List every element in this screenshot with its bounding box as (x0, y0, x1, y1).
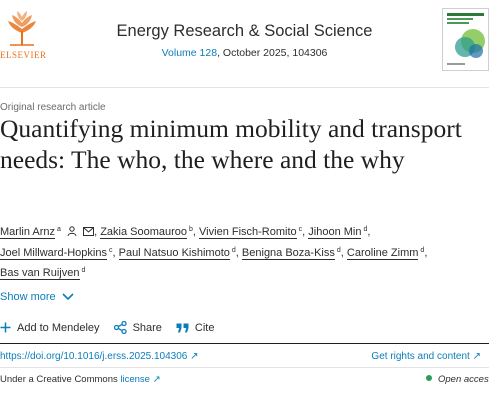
license-link[interactable]: license ↗ (120, 374, 161, 385)
author-list: Marlin Arnz a , Zakia Soomauroo b, Vivien … (0, 226, 428, 280)
actions-divider (0, 343, 489, 344)
author-affiliation: b (189, 226, 193, 233)
author-link[interactable]: Jihoon Min (308, 226, 362, 239)
share-icon (113, 321, 127, 334)
author-affiliation: c (108, 246, 113, 254)
get-rights-link[interactable]: Get rights and content ↗ (371, 351, 481, 362)
elsevier-logo[interactable]: ELSEVIER (0, 5, 46, 65)
doi-link[interactable]: https://doi.org/10.1016/j.erss.2025.1043… (0, 351, 199, 362)
header-divider (0, 87, 489, 88)
author-link[interactable]: Bas van Ruijven (0, 267, 80, 280)
author-affiliation: d (420, 246, 425, 254)
arrow-up-right-icon: ↗ (190, 351, 199, 362)
author-link[interactable]: Vivien Fisch-Romito (199, 226, 297, 239)
doi-text: https://doi.org/10.1016/j.erss.2025.1043… (0, 351, 188, 362)
arrow-up-right-icon: ↗ (152, 374, 161, 385)
author-link[interactable]: Benigna Boza-Kiss (241, 246, 335, 260)
issue-date: , October 2025, 104306 (217, 47, 328, 59)
author-affiliation: d (363, 226, 368, 233)
cite-label: Cite (194, 321, 215, 334)
journal-cover-image (443, 9, 488, 70)
mail-icon[interactable] (83, 227, 95, 236)
person-icon[interactable] (67, 226, 77, 236)
share-label: Share (132, 321, 162, 334)
author-link[interactable]: Caroline Zimm (346, 246, 419, 260)
open-access-label: Open access (438, 374, 489, 385)
author-affiliation: d (231, 246, 236, 254)
author-link[interactable]: Paul Natsuo Kishimoto (118, 246, 230, 260)
cite-button[interactable]: Cite (176, 321, 215, 334)
open-access-dot-icon (426, 375, 432, 381)
journal-title[interactable]: Energy Research & Social Science (116, 22, 373, 40)
publisher-name: ELSEVIER (0, 50, 47, 60)
journal-issue-info: Volume 128, October 2025, 104306 (0, 47, 489, 59)
author-link[interactable]: Marlin Arnz (0, 226, 56, 239)
volume-link[interactable]: Volume 128 (161, 47, 218, 59)
add-to-mendeley-button[interactable]: Add to Mendeley (0, 322, 100, 334)
share-button[interactable]: Share (113, 321, 162, 334)
elsevier-tree-icon (0, 5, 44, 49)
doi-divider (0, 367, 489, 368)
article-actions: Add to Mendeley Share Cite (0, 321, 228, 334)
license-info: Under a Creative Commons license ↗ (0, 374, 161, 385)
add-to-mendeley-label: Add to Mendeley (17, 321, 100, 334)
plus-icon (0, 322, 11, 333)
author-affiliation: d (336, 246, 341, 254)
show-more-button[interactable]: Show more (0, 291, 74, 303)
license-prefix: Under a Creative Commons (0, 374, 121, 385)
author-affiliation: d (81, 267, 86, 274)
author-link[interactable]: Zakia Soomauroo (100, 226, 188, 239)
open-access-badge: Open access (426, 374, 489, 385)
show-more-label: Show more (0, 291, 56, 303)
chevron-down-icon (62, 293, 74, 301)
author-link[interactable]: Joel Millward-Hopkins (0, 246, 107, 260)
article-type: Original research article (0, 102, 106, 113)
article-title: Quantifying minimum mobility and transpo… (0, 114, 462, 174)
rights-text: Get rights and content (371, 351, 470, 362)
journal-cover-thumbnail[interactable] (442, 8, 489, 71)
author-affiliation: c (298, 226, 303, 233)
quote-icon (176, 323, 189, 332)
arrow-up-right-icon: ↗ (472, 351, 481, 362)
author-affiliation: a (57, 226, 61, 233)
